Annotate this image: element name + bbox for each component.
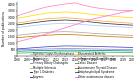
Legend: Systemic Lupus Erythematosus, Psoriasis, Primary Biliary Cholangitis, Multiple S: Systemic Lupus Erythematosus, Psoriasis,… bbox=[30, 52, 117, 79]
Y-axis label: Number of publications: Number of publications bbox=[2, 11, 6, 46]
